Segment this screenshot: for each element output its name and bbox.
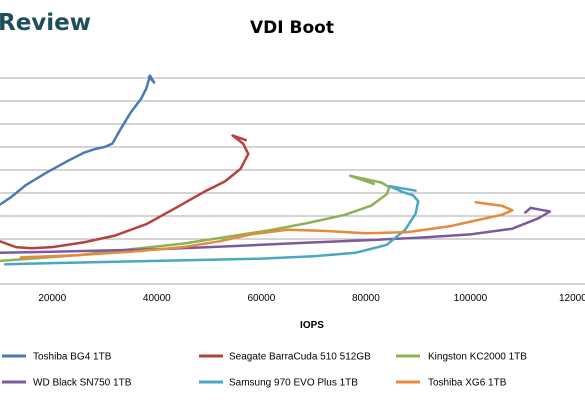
legend-label: Toshiba XG6 1TB	[428, 378, 507, 389]
legend-label: Seagate BarraCuda 510 512GB	[229, 352, 371, 363]
x-tick-label: 20000	[38, 293, 66, 304]
x-tick-label: 60000	[247, 293, 275, 304]
legend-label: Kingston KC2000 1TB	[428, 352, 527, 363]
brand-logo: Review	[0, 10, 91, 36]
series-line	[3, 184, 420, 266]
series-lines	[0, 74, 552, 266]
series-line	[0, 74, 156, 206]
x-tick-label: 40000	[143, 293, 171, 304]
legend-label: Toshiba BG4 1TB	[33, 352, 112, 363]
series-line	[0, 134, 250, 250]
x-tick-label: 12000	[559, 293, 585, 304]
x-axis-label: IOPS	[300, 320, 324, 331]
legend-label: WD Black SN750 1TB	[33, 378, 132, 389]
x-tick-label: 80000	[352, 293, 380, 304]
gridlines	[0, 77, 585, 285]
series-line	[19, 200, 514, 259]
chart-title: VDI Boot	[250, 18, 334, 38]
x-tick-label: 100000	[454, 293, 488, 304]
legend-label: Samsung 970 EVO Plus 1TB	[229, 378, 358, 389]
legend: Toshiba BG4 1TB Seagate BarraCuda 510 512…	[2, 352, 527, 389]
x-tick-labels: 20000 40000 60000 80000 100000 12000	[38, 293, 585, 304]
